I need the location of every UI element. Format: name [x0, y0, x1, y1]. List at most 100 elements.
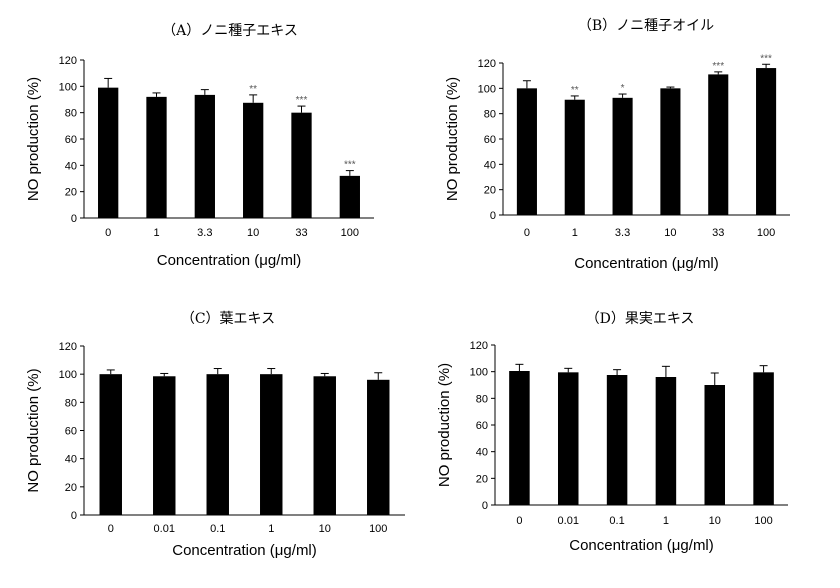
- y-tick-label: 80: [65, 108, 77, 120]
- x-tick-label: 33: [712, 227, 724, 239]
- y-tick-label: 100: [59, 81, 77, 93]
- y-tick-label: 40: [476, 447, 488, 459]
- x-tick-label: 100: [369, 523, 387, 535]
- x-tick-label: 10: [319, 523, 331, 535]
- y-tick-label: 20: [476, 473, 488, 485]
- x-tick-label: 10: [664, 227, 676, 239]
- chart-title: （C）葉エキス: [181, 311, 275, 327]
- y-tick-label: 40: [484, 159, 496, 171]
- x-tick-label: 1: [663, 515, 669, 527]
- y-tick-label: 60: [65, 134, 77, 146]
- y-axis-label: NO production (%): [25, 368, 42, 492]
- x-tick-label: 3.3: [615, 227, 630, 239]
- chart-title: （B）ノニ種子オイル: [578, 18, 714, 34]
- x-tick-label: 10: [247, 227, 259, 239]
- significance-marker: ***: [296, 95, 308, 106]
- bar: [243, 102, 264, 218]
- bar: [194, 94, 215, 218]
- y-tick-label: 120: [59, 55, 77, 67]
- bar: [99, 374, 122, 515]
- y-tick-label: 20: [65, 187, 77, 199]
- bar: [557, 372, 579, 505]
- bar: [260, 374, 283, 515]
- y-tick-label: 80: [476, 393, 488, 405]
- bar: [291, 112, 312, 218]
- y-tick-label: 80: [484, 109, 496, 121]
- y-tick-label: 60: [476, 420, 488, 432]
- y-tick-label: 120: [470, 340, 488, 352]
- x-axis-label: Concentration (μg/ml): [574, 255, 719, 272]
- significance-marker: ***: [344, 160, 356, 171]
- y-axis-label: NO production (%): [444, 77, 461, 201]
- y-tick-label: 20: [484, 185, 496, 197]
- x-tick-label: 100: [341, 227, 359, 239]
- y-tick-label: 60: [484, 134, 496, 146]
- x-tick-label: 100: [754, 515, 772, 527]
- bar: [146, 96, 167, 218]
- x-tick-label: 0.01: [154, 523, 175, 535]
- bar: [655, 377, 677, 505]
- y-axis-label: NO production (%): [25, 77, 42, 201]
- significance-marker: *: [621, 83, 625, 94]
- y-tick-label: 60: [65, 426, 77, 438]
- significance-marker: **: [571, 85, 579, 96]
- y-tick-label: 120: [478, 58, 496, 70]
- bar: [509, 371, 530, 505]
- y-tick-label: 0: [71, 213, 77, 225]
- bar: [313, 376, 336, 515]
- x-tick-label: 0: [105, 227, 111, 239]
- bar: [660, 88, 681, 215]
- x-tick-label: 1: [153, 227, 159, 239]
- y-tick-label: 80: [65, 397, 77, 409]
- y-tick-label: 100: [478, 83, 496, 95]
- x-tick-label: 0: [108, 523, 114, 535]
- bar: [708, 74, 729, 216]
- x-tick-label: 0.1: [609, 515, 624, 527]
- x-tick-label: 0.1: [210, 523, 225, 535]
- x-tick-label: 1: [572, 227, 578, 239]
- y-tick-label: 120: [59, 341, 77, 353]
- x-tick-label: 10: [709, 515, 721, 527]
- y-tick-label: 0: [482, 500, 488, 512]
- y-tick-label: 0: [71, 510, 77, 522]
- chart-panel-a: （A）ノニ種子エキス 0 20 40 60 80 100 120 0 1 3.3 10 ** 33 *** 1…: [25, 23, 374, 269]
- y-tick-label: 40: [65, 454, 77, 466]
- x-tick-label: 100: [757, 227, 775, 239]
- y-tick-label: 20: [65, 482, 77, 494]
- x-tick-label: 33: [295, 227, 307, 239]
- chart-title: （D）果実エキス: [586, 311, 695, 327]
- bar: [516, 88, 537, 215]
- bar: [756, 68, 777, 215]
- chart-panel-b: （B）ノニ種子オイル 0 20 40 60 80 100 120 0 1 ** 3.3 * 10 33 ***…: [444, 18, 790, 272]
- significance-marker: **: [249, 84, 257, 95]
- y-tick-label: 40: [65, 160, 77, 172]
- bar: [606, 375, 628, 505]
- x-axis-label: Concentration (μg/ml): [172, 542, 317, 559]
- x-tick-label: 0: [524, 227, 530, 239]
- significance-marker: ***: [712, 61, 724, 72]
- bar: [206, 374, 229, 515]
- y-tick-label: 100: [470, 367, 488, 379]
- y-tick-label: 0: [490, 210, 496, 222]
- bar: [98, 87, 119, 219]
- bar: [564, 99, 585, 215]
- x-tick-label: 0: [516, 515, 522, 527]
- y-tick-label: 100: [59, 369, 77, 381]
- x-tick-label: 0.01: [558, 515, 579, 527]
- x-tick-label: 1: [268, 523, 274, 535]
- bar: [612, 97, 633, 215]
- chart-title: （A）ノニ種子エキス: [162, 23, 298, 39]
- bar: [367, 379, 390, 515]
- x-tick-label: 3.3: [197, 227, 212, 239]
- y-axis-label: NO production (%): [436, 363, 453, 487]
- bar: [753, 372, 774, 505]
- bar: [339, 175, 360, 218]
- significance-marker: ***: [760, 53, 772, 64]
- x-axis-label: Concentration (μg/ml): [157, 252, 302, 269]
- bar: [704, 385, 726, 505]
- bar: [153, 376, 176, 515]
- chart-panel-d: （D）果実エキス 0 20 40 60 80 100 120 0 0.01 0.1 1 10 100 Con…: [436, 311, 788, 554]
- chart-panel-c: （C）葉エキス 0 20 40 60 80 100 120 0 0.01 0.1 1 10 100 Conc…: [25, 311, 405, 559]
